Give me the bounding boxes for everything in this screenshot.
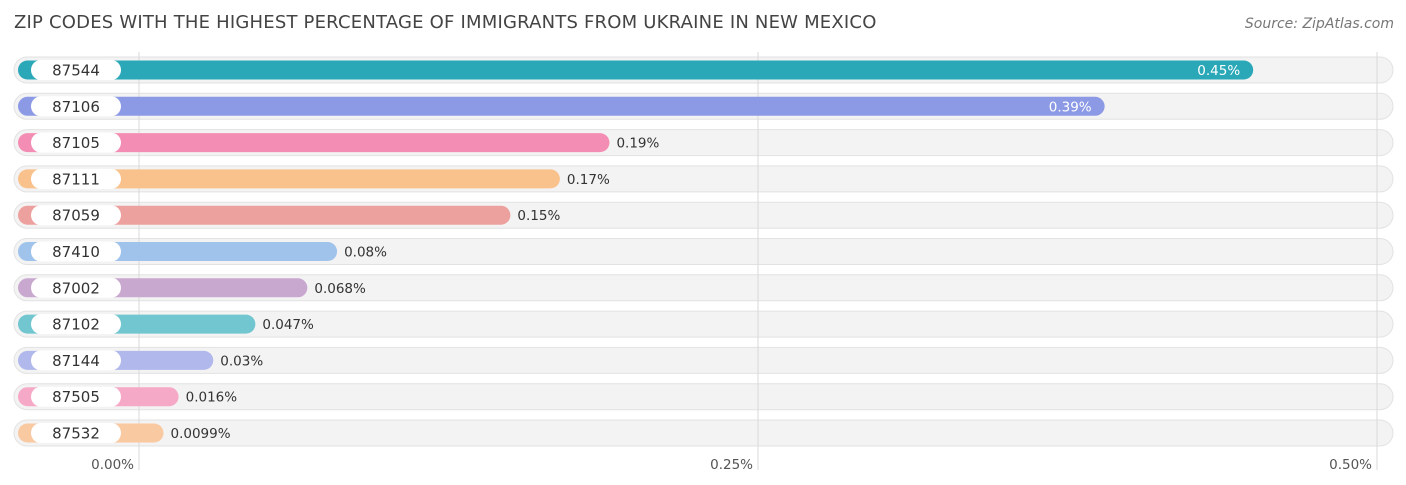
chart-title: ZIP CODES WITH THE HIGHEST PERCENTAGE OF… (14, 12, 877, 33)
bar (18, 169, 560, 189)
source-label: Source: ZipAtlas.com (1244, 16, 1394, 32)
axis-ticks: 0.00% 0.25% 0.50% (91, 457, 1372, 473)
row-background (13, 238, 1394, 265)
value-label: 0.45% (1197, 63, 1240, 79)
bar (18, 60, 1254, 80)
category-label: 87111 (52, 170, 100, 188)
category-pill (31, 96, 121, 117)
category-label: 87410 (52, 243, 100, 261)
category-label: 87059 (52, 207, 100, 225)
category-pill (31, 386, 121, 407)
category-pill (31, 277, 121, 298)
x-tick-label: 0.50% (1329, 457, 1372, 473)
category-label: 87105 (52, 134, 100, 152)
bars: 87544 0.45% 87106 0.39% 87105 0.19% 87111 0.17%… (18, 60, 1254, 443)
value-label: 0.03% (220, 353, 263, 369)
row-background (13, 383, 1394, 411)
category-label: 87532 (52, 425, 100, 443)
category-label: 87144 (52, 352, 100, 370)
category-pill (31, 132, 121, 153)
value-label: 0.016% (186, 390, 238, 406)
category-pill (31, 423, 121, 443)
row-background (13, 274, 1394, 302)
x-tick-label: 0.25% (710, 457, 753, 473)
category-pill (31, 241, 121, 262)
category-pill (31, 205, 121, 226)
category-label: 87102 (52, 316, 100, 334)
bar (18, 96, 1105, 116)
value-label: 0.15% (517, 208, 560, 224)
category-label: 87106 (52, 98, 100, 116)
value-label: 0.39% (1049, 99, 1092, 115)
value-label: 0.08% (344, 245, 387, 261)
x-tick-label: 0.00% (91, 457, 134, 473)
category-pill (31, 168, 121, 189)
category-pill (31, 314, 121, 335)
value-label: 0.17% (567, 172, 610, 188)
value-label: 0.068% (314, 281, 366, 297)
row-background (13, 310, 1394, 338)
bar (18, 205, 511, 225)
row-background (13, 346, 1394, 374)
category-label: 87544 (52, 62, 100, 80)
category-label: 87505 (52, 388, 100, 406)
category-pill (31, 60, 121, 80)
category-pill (31, 350, 121, 371)
value-label: 0.0099% (171, 426, 231, 442)
category-label: 87002 (52, 279, 100, 297)
value-label: 0.047% (262, 317, 314, 333)
row-background (13, 419, 1394, 447)
bar (18, 133, 610, 153)
value-label: 0.19% (616, 136, 659, 152)
